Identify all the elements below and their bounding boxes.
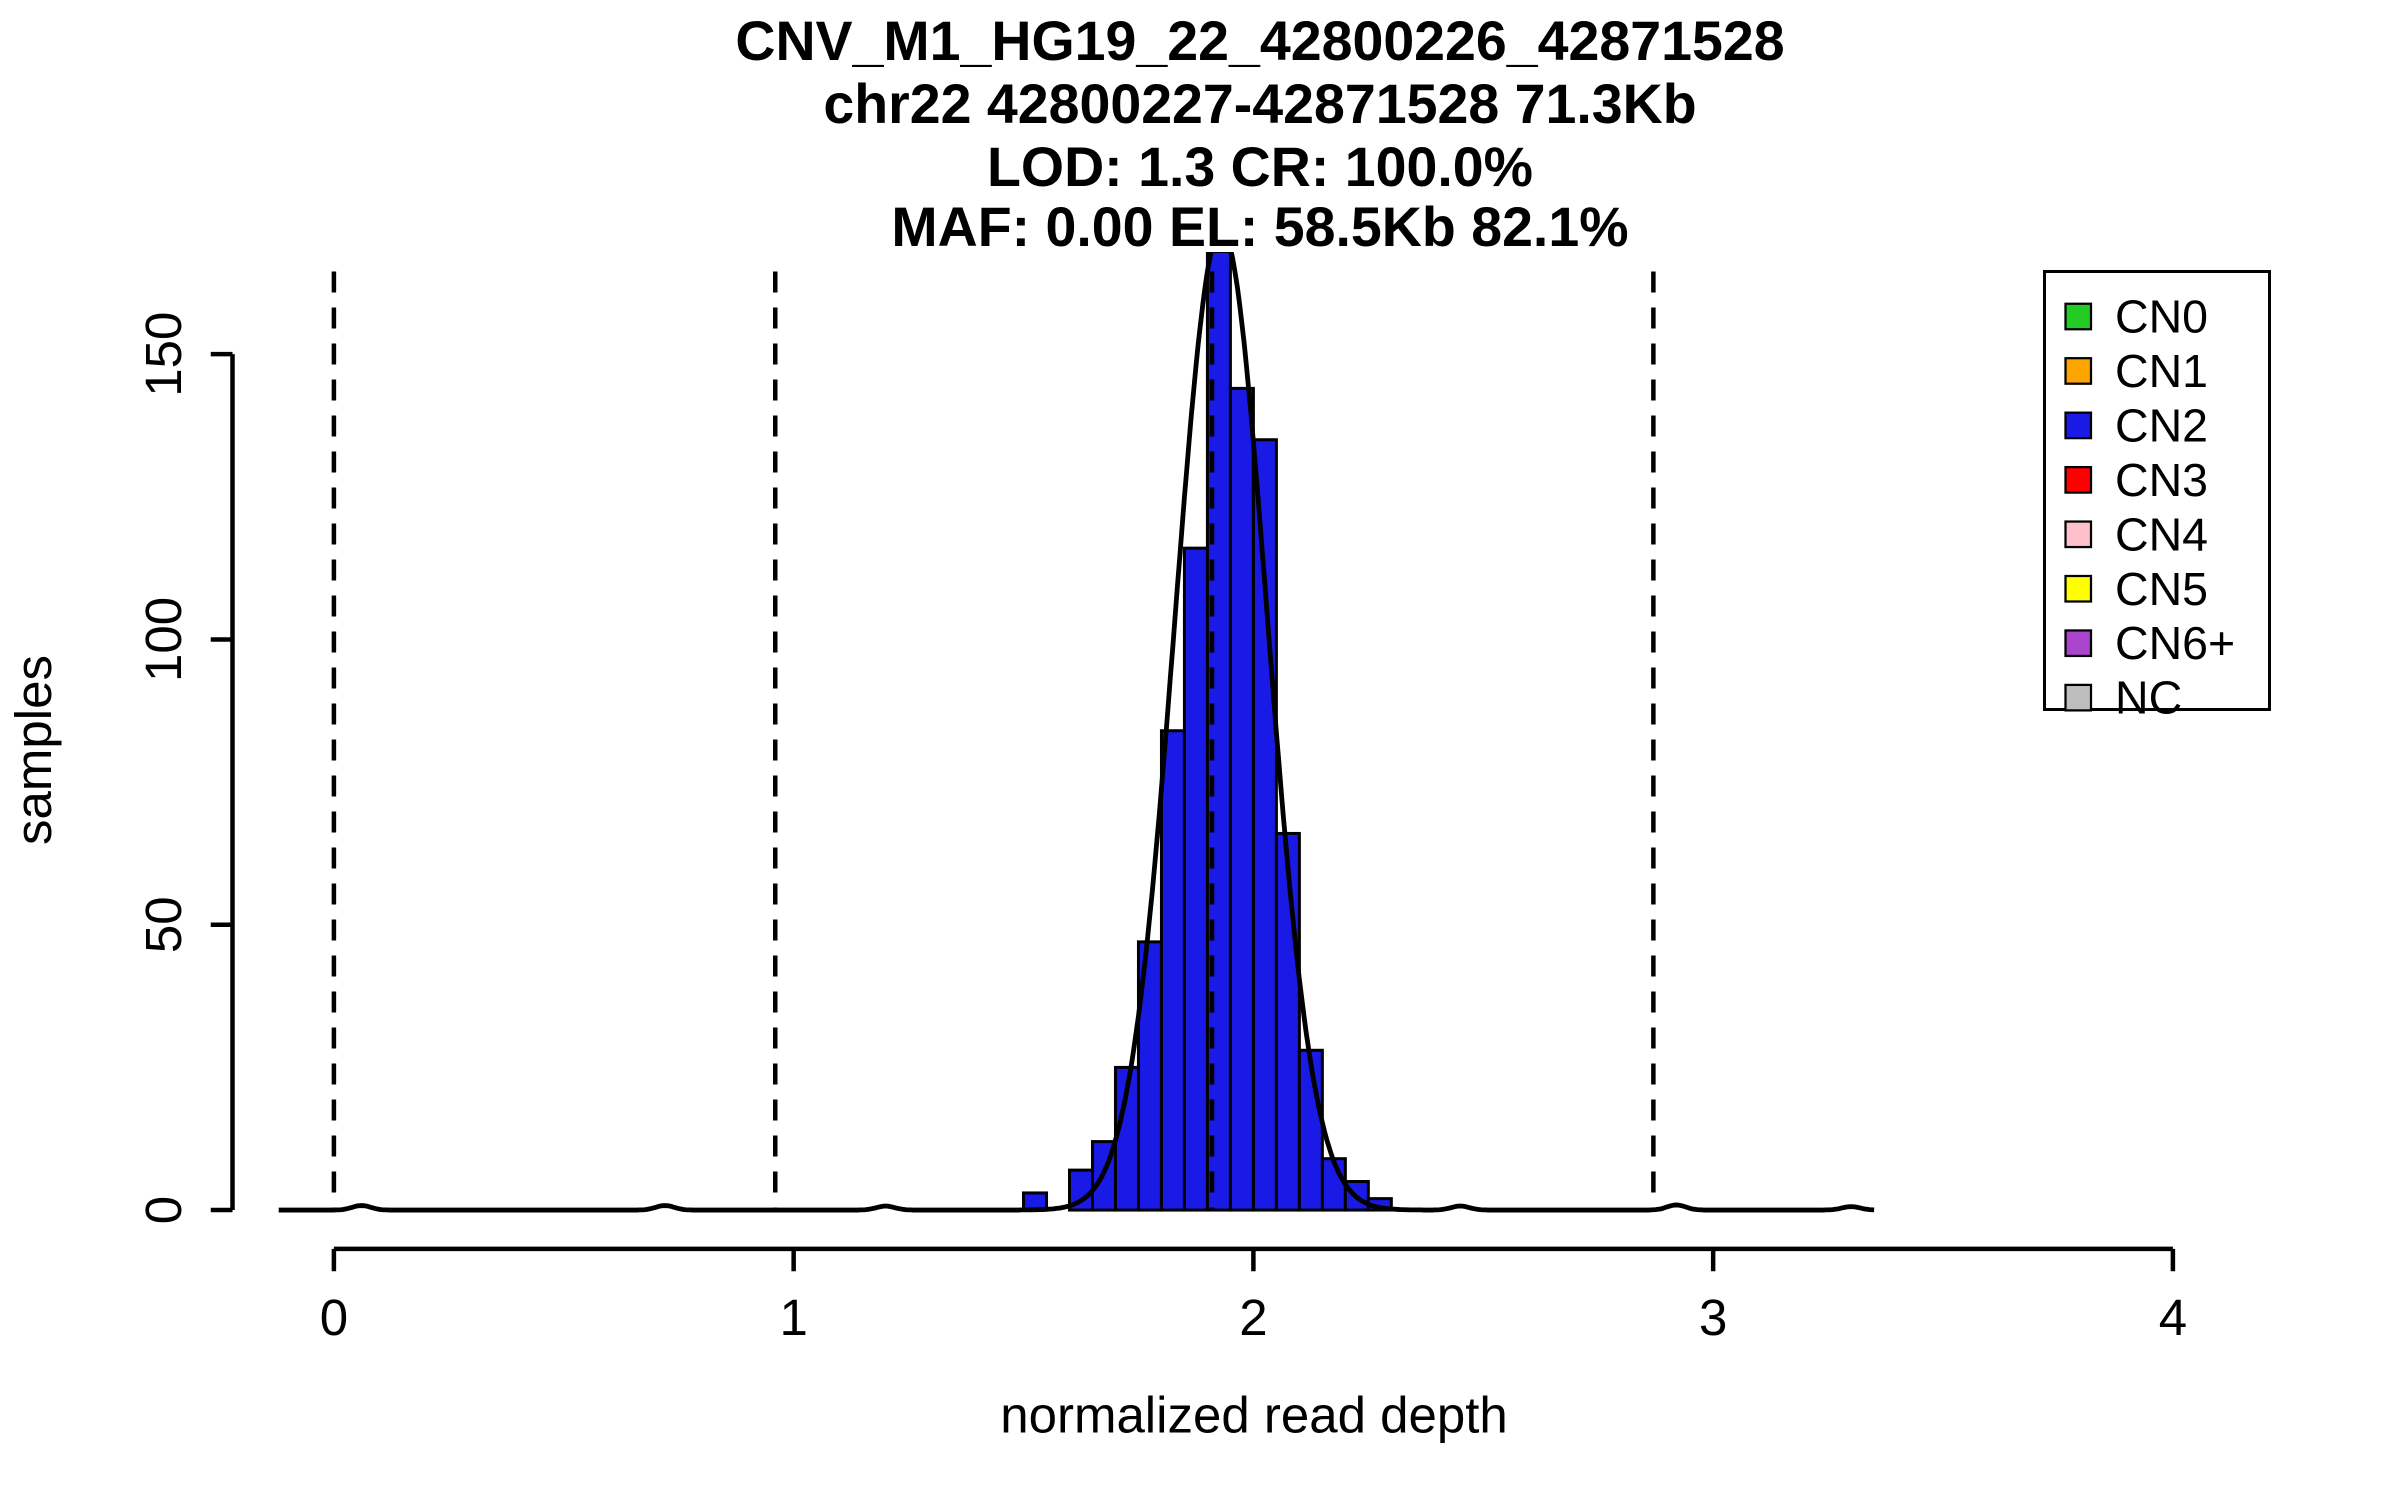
title-line-4: MAF: 0.00 EL: 58.5Kb 82.1% bbox=[891, 196, 1628, 258]
histogram-bars bbox=[1022, 252, 1393, 1212]
legend-swatch-CN3 bbox=[2064, 465, 2093, 494]
legend-label: CN5 bbox=[2115, 563, 2208, 615]
title-line-1: CNV_M1_HG19_22_42800226_42871528 bbox=[735, 10, 1784, 72]
title-line-3: LOD: 1.3 CR: 100.0% bbox=[987, 136, 1533, 198]
x-tick-label: 4 bbox=[2159, 1289, 2187, 1346]
legend-label: CN3 bbox=[2115, 454, 2208, 506]
legend-label: CN4 bbox=[2115, 508, 2208, 560]
legend-swatch-CN5 bbox=[2064, 574, 2093, 603]
histogram-bar bbox=[1228, 386, 1255, 1212]
plot-area bbox=[278, 252, 1875, 1213]
legend-swatch-CN0 bbox=[2064, 302, 2093, 331]
x-tick-label: 3 bbox=[1699, 1289, 1727, 1346]
x-tick-label: 0 bbox=[320, 1289, 348, 1346]
legend-swatch-CN1 bbox=[2064, 357, 2093, 385]
y-tick-label: 100 bbox=[135, 597, 192, 682]
title-line-2: chr22 42800227-42871528 71.3Kb bbox=[823, 73, 1696, 135]
histogram-bar bbox=[1182, 546, 1209, 1212]
legend-label: CN0 bbox=[2115, 291, 2208, 343]
x-tick-label: 2 bbox=[1239, 1289, 1267, 1346]
legend-swatch-CN4 bbox=[2064, 520, 2093, 549]
legend-swatch-NC bbox=[2064, 683, 2093, 712]
x-tick-label: 1 bbox=[779, 1289, 807, 1346]
axes: 0 1 2 3 4 0 50 100 150 bbox=[135, 312, 2187, 1346]
y-axis-title: samples bbox=[5, 655, 62, 845]
density-fit-curve bbox=[278, 252, 1875, 1213]
chart-title-block: CNV_M1_HG19_22_42800226_42871528 chr22 4… bbox=[735, 10, 1784, 258]
y-tick-label: 0 bbox=[135, 1196, 192, 1224]
legend-label: NC bbox=[2115, 672, 2182, 724]
legend-label: CN2 bbox=[2115, 399, 2208, 451]
y-tick-label: 150 bbox=[135, 312, 192, 397]
y-tick-label: 50 bbox=[135, 896, 192, 953]
legend-label: CN6+ bbox=[2115, 617, 2235, 669]
histogram-bar bbox=[1159, 729, 1186, 1212]
legend-label: CN1 bbox=[2115, 345, 2208, 397]
x-axis-title: normalized read depth bbox=[1000, 1387, 1508, 1444]
legend-swatch-CN6+ bbox=[2064, 629, 2093, 658]
legend-swatch-CN2 bbox=[2064, 411, 2093, 440]
